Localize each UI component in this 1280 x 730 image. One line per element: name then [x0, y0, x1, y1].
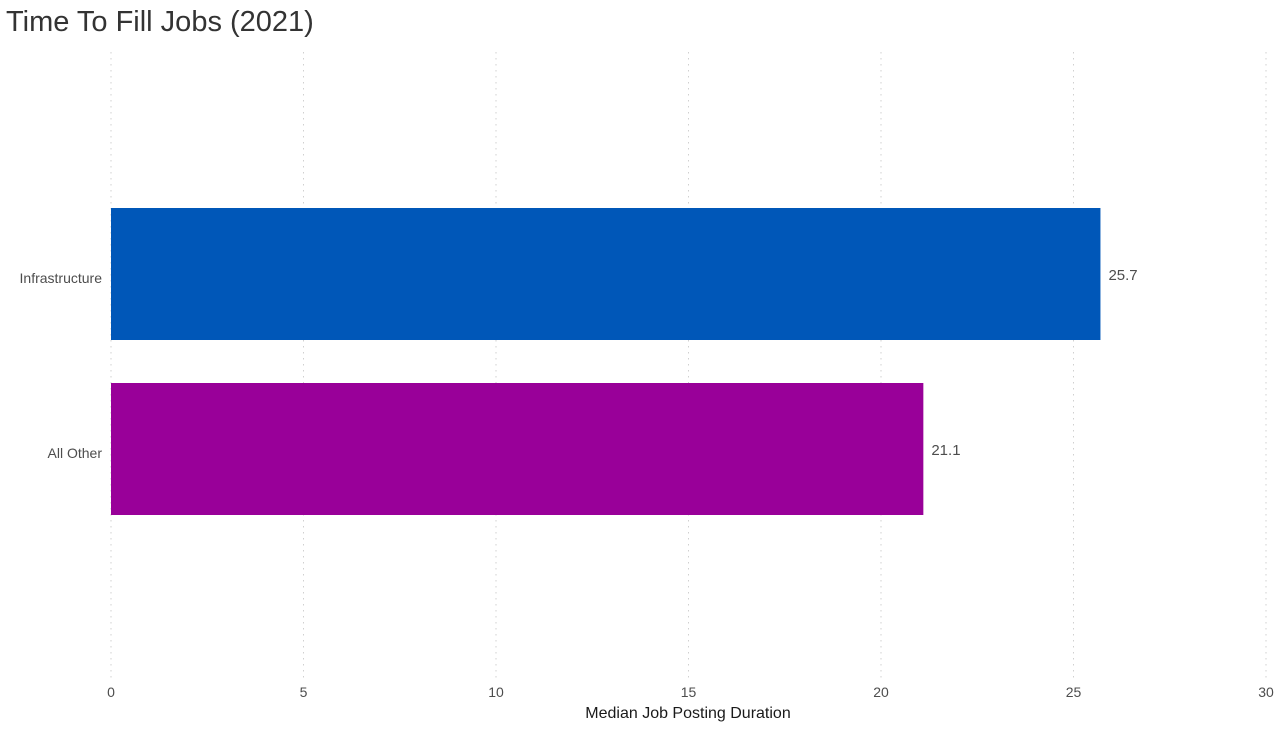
x-axis-ticks: 0 5 10 15 20 25 30 — [107, 684, 1274, 700]
x-tick-label: 10 — [488, 684, 504, 700]
data-label: 25.7 — [1108, 267, 1137, 284]
value-labels: 25.7 21.1 — [931, 267, 1137, 459]
y-axis-ticks: Infrastructure All Other — [20, 270, 103, 461]
x-tick-label: 20 — [873, 684, 889, 700]
x-tick-label: 0 — [107, 684, 115, 700]
x-tick-label: 25 — [1066, 684, 1082, 700]
bar-all-other — [111, 383, 924, 515]
x-tick-label: 30 — [1258, 684, 1274, 700]
gridlines — [110, 52, 1267, 680]
y-tick-label: Infrastructure — [20, 270, 103, 286]
x-tick-label: 15 — [681, 684, 697, 700]
bars — [111, 208, 1101, 515]
bar-infrastructure — [111, 208, 1101, 340]
x-axis-title: Median Job Posting Duration — [585, 705, 790, 722]
y-tick-label: All Other — [48, 445, 103, 461]
data-label: 21.1 — [931, 442, 960, 459]
x-tick-label: 5 — [300, 684, 308, 700]
chart-title: Time To Fill Jobs (2021) — [6, 6, 314, 38]
